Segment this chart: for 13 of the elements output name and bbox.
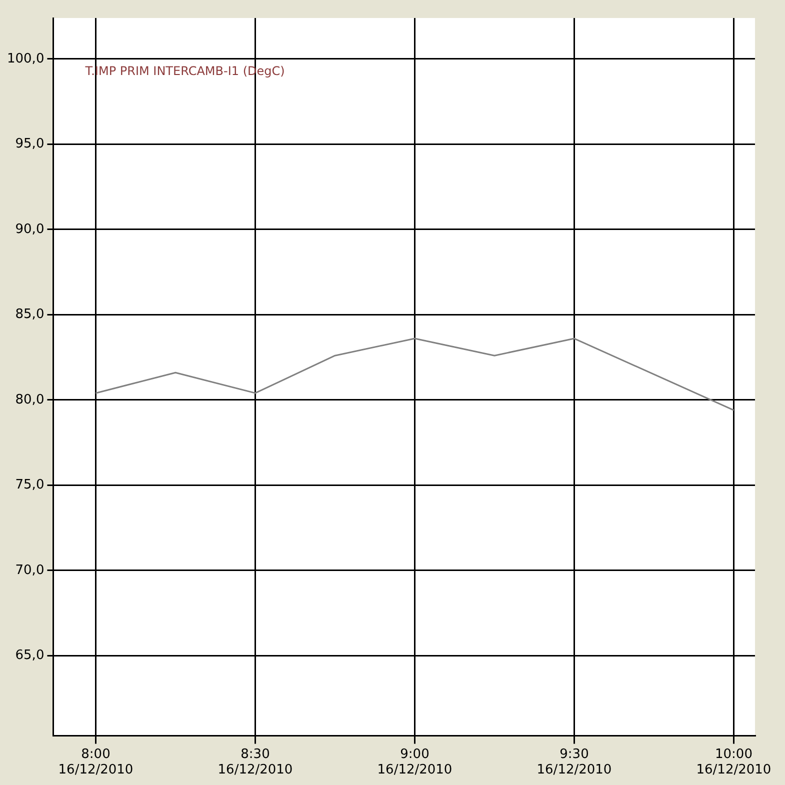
- y-tick-label: 90,0: [15, 222, 44, 237]
- x-tick-label: 8:30 16/12/2010: [218, 746, 293, 778]
- y-tick-label: 65,0: [15, 648, 44, 664]
- x-tick-label: 9:30 16/12/2010: [536, 746, 612, 778]
- x-tick-label: 8:00 16/12/2010: [58, 746, 134, 778]
- x-tick-label: 9:00 16/12/2010: [377, 746, 452, 778]
- y-tick-label: 75,0: [15, 478, 44, 493]
- y-tick-label: 95,0: [15, 136, 44, 152]
- y-tick-label: 85,0: [15, 307, 44, 322]
- y-tick-label: 80,0: [15, 392, 44, 408]
- y-tick-label: 100,0: [7, 51, 44, 66]
- y-tick-label: 70,0: [15, 562, 44, 578]
- x-tick-label: 10:00 16/12/2010: [696, 746, 772, 778]
